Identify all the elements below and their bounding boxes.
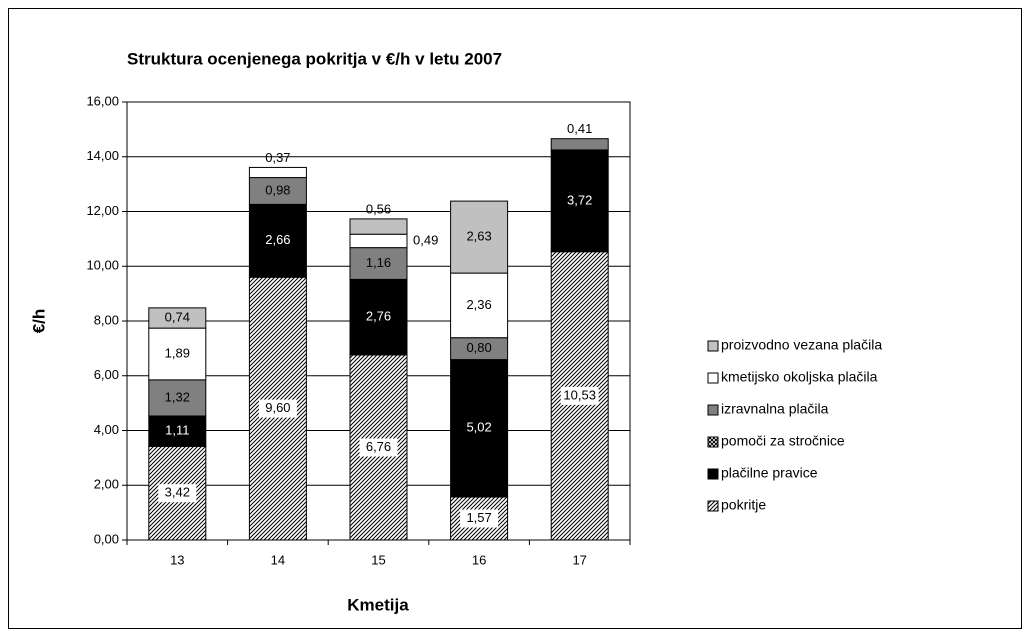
- value-label: 3,42: [165, 485, 190, 500]
- value-label: 1,11: [165, 423, 189, 438]
- value-label: 2,76: [366, 309, 391, 324]
- value-label: 1,32: [165, 389, 190, 404]
- chart-title: Struktura ocenjenega pokritja v €/h v le…: [127, 49, 502, 68]
- value-label: 0,41: [567, 121, 592, 136]
- value-label: 0,49: [413, 232, 438, 247]
- y-tick-label: 14,00: [86, 148, 119, 163]
- bar-segment: [148, 327, 207, 381]
- bar-segment: [349, 233, 408, 249]
- bar-segment: [248, 166, 307, 179]
- bar-segment: [450, 272, 509, 339]
- y-tick-label: 2,00: [94, 477, 119, 492]
- bar-segment: [349, 278, 408, 356]
- label-bg: [258, 399, 297, 418]
- value-label: 0,74: [165, 309, 190, 324]
- y-tick-label: 16,00: [86, 93, 119, 108]
- legend-label: izravnalna plačila: [721, 401, 829, 417]
- legend-swatch: [707, 372, 719, 384]
- bar-segment: [148, 415, 207, 447]
- legend-label: pomoči za stročnice: [721, 433, 845, 449]
- x-tick-label: 17: [572, 552, 586, 567]
- bar-segment: [248, 203, 307, 278]
- x-tick-label: 14: [271, 552, 285, 567]
- legend-label: proizvodno vezana plačila: [721, 337, 882, 353]
- value-label: 2,36: [466, 297, 491, 312]
- y-tick-label: 12,00: [86, 203, 119, 218]
- value-label: 1,57: [466, 510, 491, 525]
- label-bg: [460, 509, 499, 528]
- bar-segment: [248, 177, 307, 205]
- value-label: 1,16: [366, 255, 391, 270]
- label-bg: [158, 484, 197, 503]
- legend-label: pokritje: [721, 497, 766, 513]
- bar-segment: [349, 218, 408, 235]
- x-tick-label: 16: [472, 552, 486, 567]
- legend-swatch: [707, 404, 719, 416]
- value-label: 6,76: [366, 439, 391, 454]
- bar-segment: [148, 307, 207, 329]
- legend-label: kmetijsko okoljska plačila: [721, 369, 878, 385]
- value-label: 5,02: [466, 420, 491, 435]
- value-label: 0,37: [265, 150, 290, 165]
- value-label: 2,63: [466, 229, 491, 244]
- value-label: 0,98: [265, 182, 290, 197]
- bar-segment: [349, 247, 408, 280]
- y-tick-label: 10,00: [86, 258, 119, 273]
- x-tick-label: 13: [170, 552, 184, 567]
- y-tick-label: 6,00: [94, 367, 119, 382]
- x-tick-label: 15: [371, 552, 385, 567]
- legend-swatch: [707, 436, 719, 448]
- value-label: 2,66: [265, 232, 290, 247]
- value-label: 10,53: [563, 387, 596, 402]
- label-bg: [359, 438, 398, 457]
- legend-swatch: [707, 500, 719, 512]
- x-axis-title: Kmetija: [347, 595, 409, 614]
- value-label: 0,56: [366, 201, 391, 216]
- value-label: 9,60: [265, 400, 290, 415]
- y-tick-label: 0,00: [94, 531, 119, 546]
- legend-swatch: [707, 468, 719, 480]
- legend-swatch: [707, 340, 719, 352]
- bar-segment: [450, 200, 509, 274]
- y-axis-title: €/h: [29, 309, 48, 334]
- bar-segment: [450, 359, 509, 498]
- value-label: 1,89: [165, 345, 190, 360]
- y-tick-label: 8,00: [94, 312, 119, 327]
- y-tick-label: 4,00: [94, 422, 119, 437]
- bar-segment: [550, 149, 609, 253]
- legend-label: plačilne pravice: [721, 465, 818, 481]
- value-label: 0,80: [466, 340, 491, 355]
- label-bg: [560, 386, 599, 405]
- bar-segment: [550, 138, 609, 151]
- value-label: 3,72: [567, 192, 592, 207]
